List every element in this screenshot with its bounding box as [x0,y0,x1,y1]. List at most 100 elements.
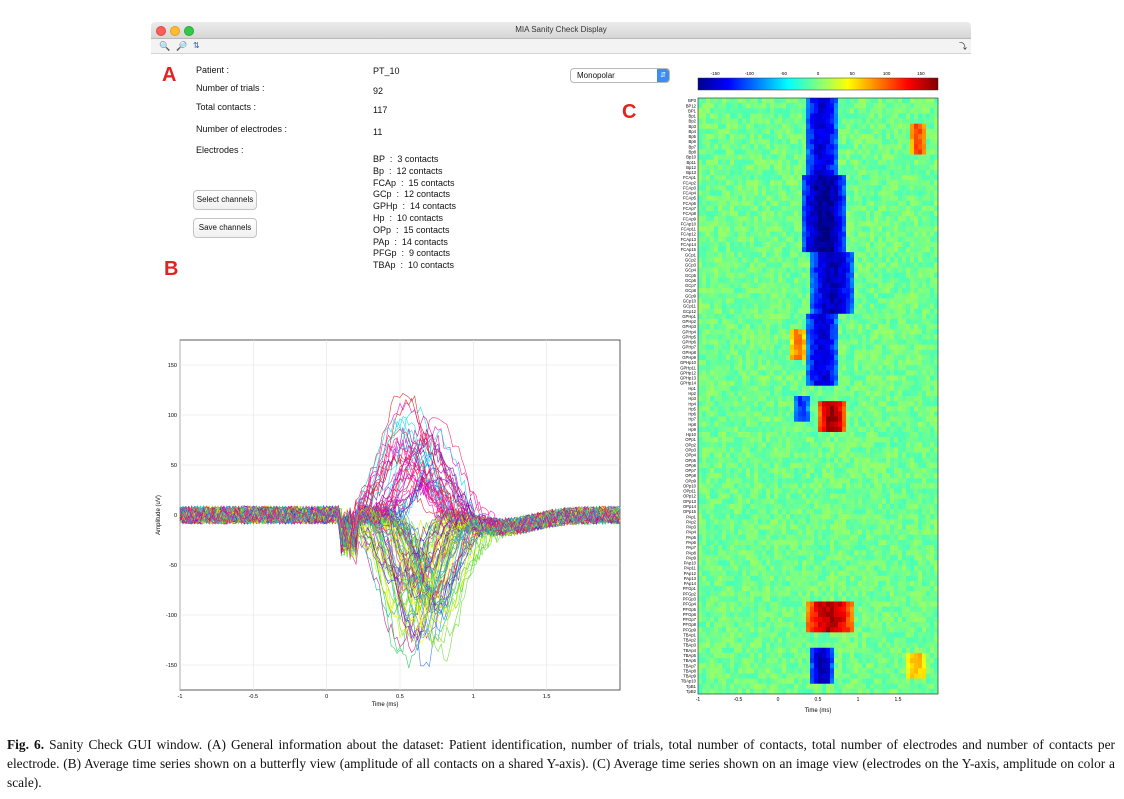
heatmap-cell [926,267,931,273]
heatmap-cell [758,452,763,458]
heatmap-cell [710,282,715,289]
heatmap-cell [722,483,727,489]
heatmap-cell [850,308,855,315]
heatmap-cell [782,211,787,217]
heatmap-cell [890,349,895,356]
heatmap-cell [854,108,859,114]
heatmap-cell [902,241,907,248]
heatmap-cell [926,349,931,356]
heatmap-cell [758,488,763,494]
heatmap-cell [898,462,903,469]
heatmap-cell [734,339,739,345]
heatmap-cell [814,247,819,253]
heatmap-cell [930,457,935,464]
heatmap-cell [746,205,751,212]
heatmap-cell [706,313,711,320]
heatmap-cell [818,149,823,155]
heatmap-cell [702,267,707,273]
heatmap-cell [922,421,927,428]
heatmap-cell [934,98,939,104]
heatmap-cell [738,257,743,263]
zoom-window-button[interactable] [184,26,194,36]
heatmap-cell [814,123,819,130]
heatmap-cell [858,149,863,155]
heatmap-cell [914,298,919,304]
heatmap-cell [874,390,879,397]
heatmap-cell [730,175,735,181]
heatmap-cell [706,447,711,453]
heatmap-cell [714,293,719,299]
heatmap-cell [738,221,743,227]
heatmap-cell [902,221,907,227]
heatmap-cell [926,272,931,279]
heatmap-cell [870,334,875,340]
heatmap-cell [834,144,839,150]
data-cursor-icon[interactable]: ⇅ [193,41,200,50]
heatmap-cell [882,308,887,315]
heatmap-cell [934,360,939,366]
heatmap-cell [806,406,811,412]
heatmap-cell [902,380,907,387]
heatmap-cell [858,108,863,114]
heatmap-cell [754,185,759,191]
heatmap-cell [702,262,707,268]
heatmap-cell [930,277,935,284]
heatmap-cell [714,144,719,150]
close-window-button[interactable] [156,26,166,36]
heatmap-cell [886,416,891,422]
pin-icon[interactable]: ⤵ [959,42,967,51]
heatmap-cell [882,113,887,119]
heatmap-cell [702,318,707,325]
heatmap-cell [702,503,707,510]
heatmap-cell [702,349,707,356]
heatmap-cell [758,385,763,392]
heatmap-cell [858,231,863,238]
heatmap-cell [882,442,887,448]
heatmap-cell [822,503,827,510]
heatmap-cell [802,144,807,150]
heatmap-cell [742,282,747,289]
heatmap-cell [762,98,767,104]
heatmap-cell [826,365,831,371]
heatmap-cell [890,221,895,227]
heatmap-cell [890,437,895,443]
minimize-window-button[interactable] [170,26,180,36]
heatmap-cell [766,98,771,104]
heatmap-cell [718,303,723,309]
heatmap-cell [766,360,771,366]
heatmap-cell [762,437,767,443]
heatmap-cell [786,221,791,227]
heatmap-cell [890,467,895,474]
heatmap-cell [806,164,811,171]
heatmap-cell [846,503,851,510]
save-channels-button[interactable]: Save channels [193,218,257,238]
heatmap-cell [842,133,847,140]
heatmap-cell [730,169,735,176]
heatmap-cell [754,113,759,119]
zoom-in-icon[interactable]: 🔍 [159,41,171,51]
select-channels-button[interactable]: Select channels [193,190,257,210]
heatmap-cell [822,98,827,104]
heatmap-cell [918,411,923,417]
heatmap-cell [714,442,719,448]
heatmap-cell [730,503,735,510]
heatmap-cell [702,149,707,155]
heatmap-cell [894,462,899,469]
heatmap-cell [838,467,843,474]
zoom-out-icon[interactable]: 🔎 [176,41,188,51]
heatmap-cell [858,103,863,109]
heatmap-cell [834,98,839,104]
heatmap-cell [698,416,703,422]
heatmap-cell [822,272,827,279]
heatmap-cell [814,411,819,417]
heatmap-cell [834,272,839,279]
heatmap-cell [810,329,815,335]
heatmap-cell [850,503,855,510]
heatmap-cell [934,380,939,387]
heatmap-cell [898,380,903,387]
heatmap-cell [874,221,879,227]
heatmap-cell [886,411,891,417]
heatmap-cell [730,103,735,109]
montage-select[interactable]: Monopolar ⇵ [570,68,670,83]
heatmap-cell [858,293,863,299]
